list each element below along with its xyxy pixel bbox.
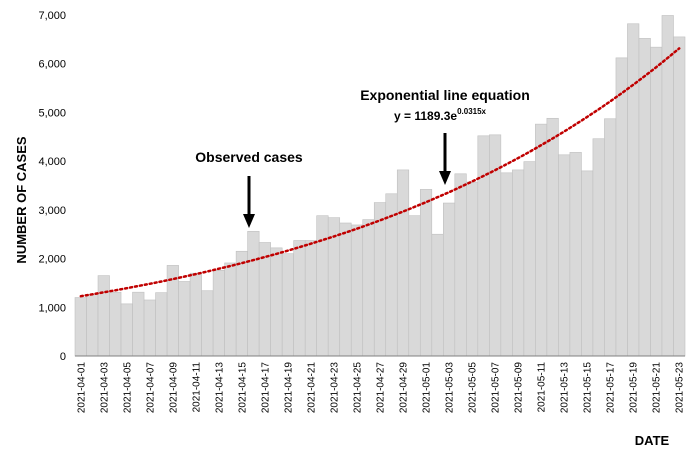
bar <box>638 38 651 357</box>
bar <box>523 161 536 357</box>
y-tick-labels: 0 1,000 2,000 3,000 4,000 5,000 6,000 7,000 <box>38 10 66 363</box>
x-tick-label: 2021-04-23 <box>330 362 341 414</box>
bar <box>270 247 283 357</box>
y-tick-label: 5,000 <box>38 107 66 119</box>
bar <box>97 275 110 357</box>
bar <box>581 170 594 357</box>
bar <box>673 36 686 357</box>
bars-group <box>74 15 686 357</box>
bar <box>569 152 582 357</box>
x-tick-label: 2021-04-07 <box>145 362 156 414</box>
y-tick-label: 4,000 <box>38 156 66 168</box>
observed-cases-annotation: Observed cases <box>195 149 303 165</box>
x-tick-label: 2021-04-17 <box>260 362 271 414</box>
bar <box>281 253 294 357</box>
x-tick-label: 2021-05-15 <box>583 362 594 414</box>
x-tick-label: 2021-05-11 <box>537 362 548 413</box>
y-tick-label: 7,000 <box>38 10 66 22</box>
x-tick-label: 2021-05-05 <box>468 362 479 414</box>
y-tick-label: 0 <box>60 351 66 363</box>
bar <box>419 189 433 357</box>
bar <box>212 269 225 357</box>
bar <box>454 173 467 357</box>
exponential-equation: y = 1189.3e0.0315x <box>394 107 487 123</box>
bar <box>500 172 513 357</box>
bar <box>74 297 87 357</box>
bar <box>535 123 548 357</box>
bar <box>443 202 456 357</box>
x-tick-label: 2021-04-15 <box>237 362 248 414</box>
bar <box>650 46 663 357</box>
bar <box>189 272 202 357</box>
x-tick-label: 2021-05-23 <box>675 362 686 414</box>
bar <box>86 294 99 357</box>
x-tick-label: 2021-04-19 <box>283 362 294 414</box>
y-tick-label: 3,000 <box>38 205 66 217</box>
bar <box>408 215 421 357</box>
bar <box>120 303 133 357</box>
bar <box>304 240 317 357</box>
bar <box>396 169 410 357</box>
bar <box>201 290 214 357</box>
equation-base: y = 1189.3e <box>394 109 457 123</box>
x-tick-label: 2021-05-17 <box>606 362 617 414</box>
exponential-trendline <box>79 47 681 298</box>
bar <box>546 117 559 357</box>
bar <box>143 299 156 357</box>
bar <box>247 230 260 357</box>
bar <box>431 233 444 357</box>
x-tick-labels: 2021-04-01 2021-04-03 2021-04-05 2021-04-07… <box>76 362 685 414</box>
bar <box>592 138 605 357</box>
x-tick-label: 2021-04-09 <box>168 362 179 414</box>
y-axis-title: NUMBER OF CASES <box>14 136 29 263</box>
observed-cases-arrow <box>243 176 255 228</box>
bar <box>627 23 640 357</box>
x-tick-label: 2021-05-07 <box>491 362 502 414</box>
x-tick-label: 2021-05-09 <box>514 362 525 414</box>
bar <box>178 281 191 357</box>
x-tick-label: 2021-05-01 <box>422 362 433 414</box>
bar <box>661 15 674 357</box>
x-tick-label: 2021-05-13 <box>560 362 571 414</box>
exponential-equation-title: Exponential line equation <box>360 87 530 103</box>
x-axis-title: DATE <box>635 433 670 448</box>
bar <box>466 181 479 357</box>
bar <box>109 291 122 357</box>
x-tick-label: 2021-04-05 <box>122 362 133 414</box>
bar <box>604 118 617 357</box>
x-tick-label: 2021-04-11 <box>191 362 202 413</box>
x-tick-label: 2021-05-21 <box>652 362 663 414</box>
x-tick-label: 2021-04-03 <box>99 362 110 414</box>
bar <box>339 222 352 357</box>
bar <box>350 224 364 357</box>
x-tick-label: 2021-04-01 <box>76 362 87 414</box>
bar <box>224 262 237 357</box>
x-tick-label: 2021-05-19 <box>629 362 640 414</box>
x-tick-label: 2021-05-03 <box>445 362 456 414</box>
equation-exponent: 0.0315x <box>457 107 486 116</box>
bar <box>558 154 571 357</box>
x-tick-label: 2021-04-25 <box>353 362 364 414</box>
bar <box>155 292 168 357</box>
bar <box>316 215 329 357</box>
x-tick-label: 2021-04-29 <box>399 362 410 414</box>
bar <box>258 242 271 357</box>
x-tick-label: 2021-04-21 <box>306 362 317 414</box>
bar <box>373 202 387 357</box>
bar <box>512 169 525 357</box>
bar <box>615 57 628 357</box>
y-tick-label: 6,000 <box>38 59 66 71</box>
bar <box>132 291 145 357</box>
bar <box>362 219 375 357</box>
y-tick-label: 2,000 <box>38 254 66 266</box>
y-tick-label: 1,000 <box>38 302 66 314</box>
bar <box>293 240 306 357</box>
x-tick-label: 2021-04-13 <box>214 362 225 414</box>
bar <box>477 135 490 357</box>
bar <box>235 250 248 357</box>
x-tick-label: 2021-04-27 <box>376 362 387 414</box>
exponential-equation-arrow <box>439 133 451 185</box>
